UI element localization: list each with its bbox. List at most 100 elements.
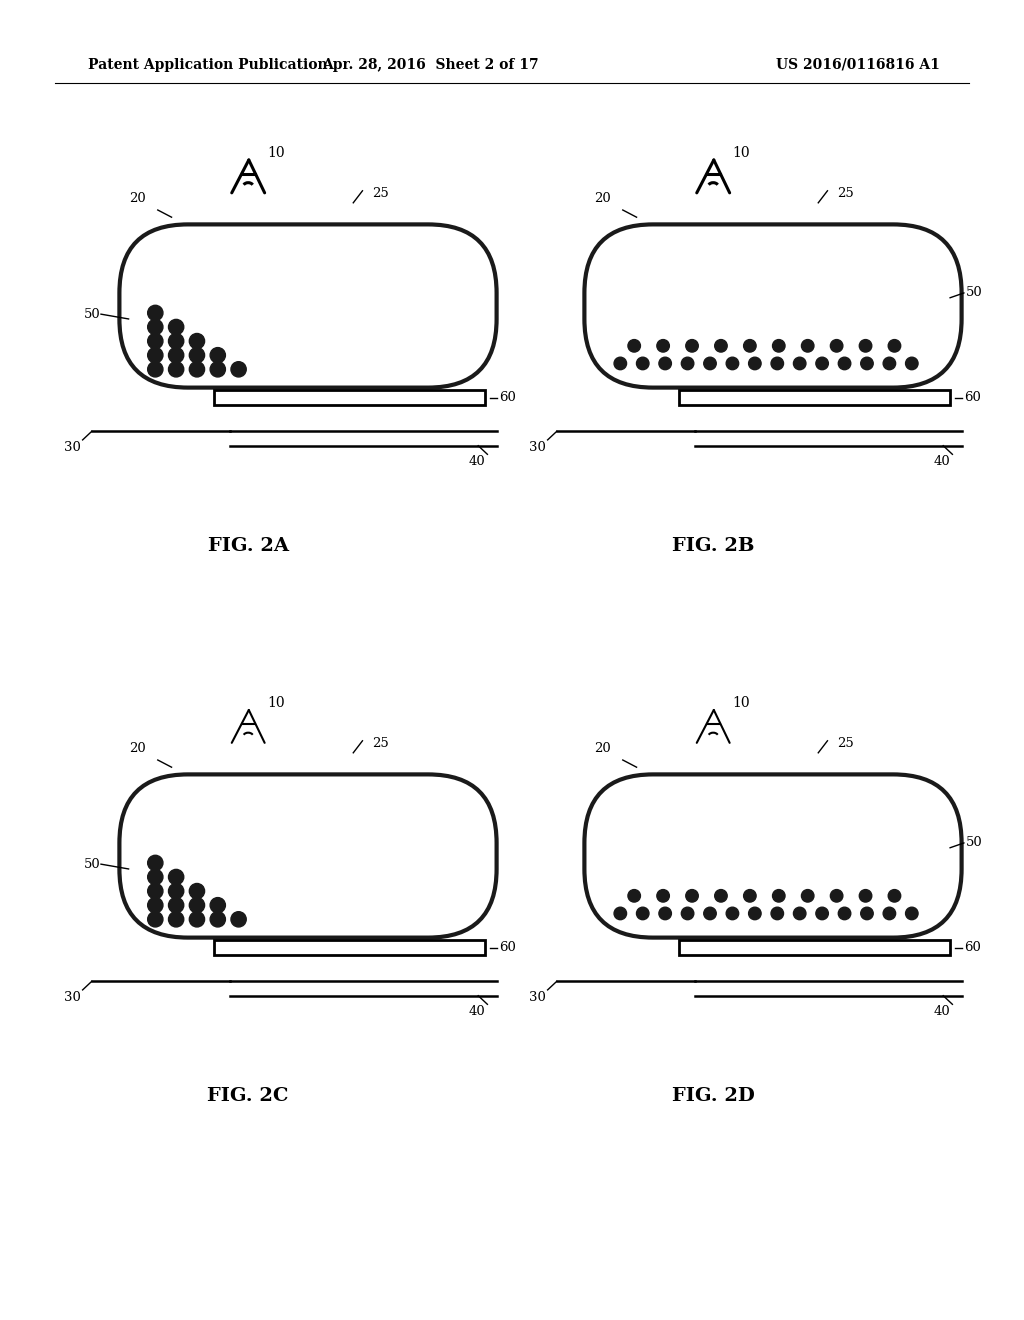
Text: 30: 30 <box>65 991 81 1005</box>
Circle shape <box>749 907 761 920</box>
Circle shape <box>703 907 716 920</box>
Circle shape <box>189 898 205 913</box>
Circle shape <box>794 907 806 920</box>
Text: 50: 50 <box>967 286 983 300</box>
Circle shape <box>816 907 828 920</box>
Text: FIG. 2D: FIG. 2D <box>672 1086 755 1105</box>
Text: 20: 20 <box>129 742 146 755</box>
FancyBboxPatch shape <box>585 775 962 937</box>
Text: 25: 25 <box>372 187 388 201</box>
Circle shape <box>681 907 694 920</box>
Text: 60: 60 <box>964 391 981 404</box>
Circle shape <box>771 358 783 370</box>
Circle shape <box>210 898 225 913</box>
Circle shape <box>861 358 873 370</box>
Circle shape <box>771 907 783 920</box>
Bar <box>679 940 950 954</box>
Circle shape <box>189 334 205 348</box>
Text: FIG. 2C: FIG. 2C <box>208 1086 289 1105</box>
Circle shape <box>147 870 163 884</box>
Circle shape <box>169 883 183 899</box>
Circle shape <box>231 362 246 378</box>
Text: 25: 25 <box>837 187 853 201</box>
Text: 40: 40 <box>934 455 950 469</box>
Circle shape <box>743 339 756 352</box>
Bar <box>214 940 485 954</box>
Circle shape <box>715 890 727 902</box>
Circle shape <box>189 347 205 363</box>
Circle shape <box>749 358 761 370</box>
Text: 10: 10 <box>732 696 751 710</box>
Bar <box>679 391 950 405</box>
Circle shape <box>169 912 183 927</box>
Circle shape <box>888 339 901 352</box>
Text: 40: 40 <box>469 455 485 469</box>
Text: 10: 10 <box>267 147 286 160</box>
Circle shape <box>802 890 814 902</box>
FancyBboxPatch shape <box>120 775 497 937</box>
Circle shape <box>169 347 183 363</box>
Text: FIG. 2B: FIG. 2B <box>672 537 755 554</box>
Text: 60: 60 <box>499 941 516 954</box>
Circle shape <box>210 347 225 363</box>
Text: Patent Application Publication: Patent Application Publication <box>88 58 328 73</box>
Text: US 2016/0116816 A1: US 2016/0116816 A1 <box>776 58 940 73</box>
Circle shape <box>147 898 163 913</box>
Text: 10: 10 <box>732 147 751 160</box>
Text: 60: 60 <box>499 391 516 404</box>
Circle shape <box>839 907 851 920</box>
Circle shape <box>628 890 640 902</box>
Circle shape <box>658 358 672 370</box>
Circle shape <box>686 890 698 902</box>
Circle shape <box>147 883 163 899</box>
Circle shape <box>743 890 756 902</box>
Circle shape <box>816 358 828 370</box>
Circle shape <box>169 362 183 378</box>
Circle shape <box>656 339 670 352</box>
Circle shape <box>231 912 246 927</box>
Circle shape <box>169 870 183 884</box>
Text: Apr. 28, 2016  Sheet 2 of 17: Apr. 28, 2016 Sheet 2 of 17 <box>322 58 539 73</box>
Circle shape <box>681 358 694 370</box>
Circle shape <box>210 362 225 378</box>
Circle shape <box>830 890 843 902</box>
Circle shape <box>210 912 225 927</box>
Circle shape <box>839 358 851 370</box>
Circle shape <box>147 362 163 378</box>
Circle shape <box>656 890 670 902</box>
Text: 40: 40 <box>934 1006 950 1018</box>
Text: 40: 40 <box>469 1006 485 1018</box>
Circle shape <box>715 339 727 352</box>
Text: 50: 50 <box>84 858 101 871</box>
Text: 10: 10 <box>267 696 286 710</box>
Circle shape <box>658 907 672 920</box>
Circle shape <box>772 890 785 902</box>
Circle shape <box>189 883 205 899</box>
Circle shape <box>726 358 738 370</box>
Bar <box>214 391 485 405</box>
Circle shape <box>726 907 738 920</box>
Circle shape <box>637 907 649 920</box>
Text: 25: 25 <box>372 738 388 750</box>
Text: FIG. 2A: FIG. 2A <box>208 537 289 554</box>
Circle shape <box>859 339 871 352</box>
Circle shape <box>830 339 843 352</box>
Text: 30: 30 <box>65 441 81 454</box>
Text: 30: 30 <box>529 991 546 1005</box>
Circle shape <box>189 362 205 378</box>
Circle shape <box>637 358 649 370</box>
Circle shape <box>703 358 716 370</box>
Text: 50: 50 <box>967 837 983 850</box>
Circle shape <box>614 907 627 920</box>
Circle shape <box>802 339 814 352</box>
Text: 60: 60 <box>964 941 981 954</box>
Circle shape <box>859 890 871 902</box>
Circle shape <box>686 339 698 352</box>
Circle shape <box>147 334 163 348</box>
Circle shape <box>888 890 901 902</box>
Text: 20: 20 <box>595 193 611 205</box>
Circle shape <box>794 358 806 370</box>
Circle shape <box>147 347 163 363</box>
Circle shape <box>883 358 896 370</box>
Text: 50: 50 <box>84 308 101 321</box>
